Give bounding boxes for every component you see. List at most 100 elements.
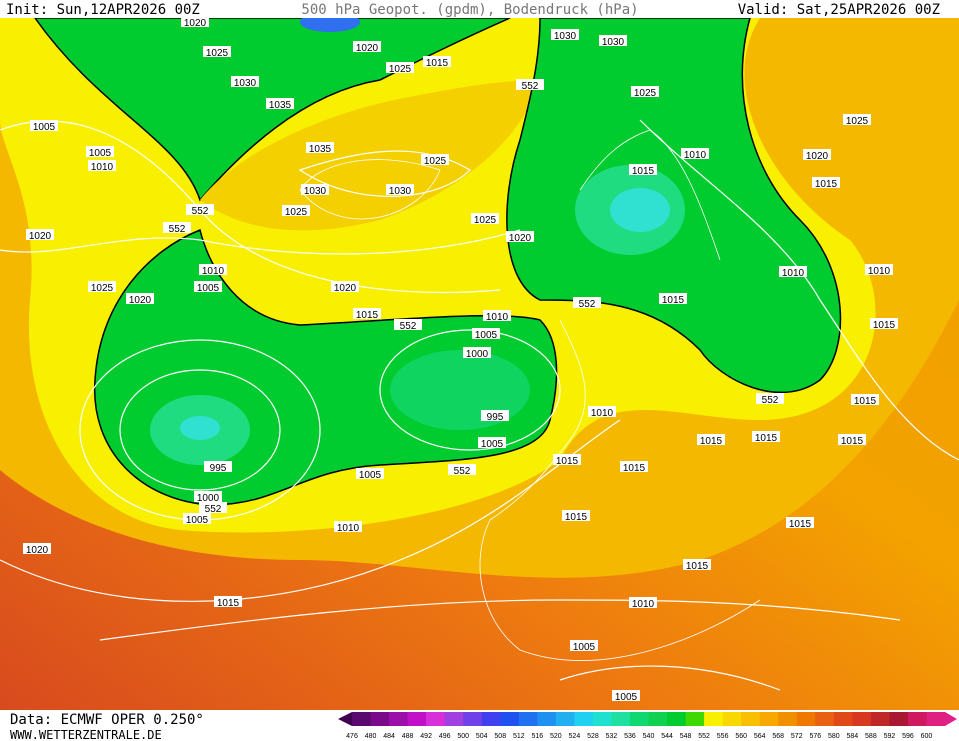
isobar-label: 1015: [870, 318, 898, 331]
isobar-value: 1020: [26, 545, 49, 556]
label-box: [353, 41, 381, 52]
colorbar-cell: [833, 712, 853, 726]
label-box: [126, 293, 154, 304]
isobar-label: 1020: [506, 231, 534, 244]
label-box: [573, 297, 601, 308]
isobar-label: 1005: [472, 328, 500, 341]
isobar-label: 1025: [471, 213, 499, 226]
colorbar-label: 580: [828, 733, 840, 740]
label-box: [266, 98, 294, 109]
label-box: [282, 205, 310, 216]
isobar-value: 1005: [615, 692, 638, 703]
label-box: [551, 29, 579, 40]
colorbar-cell: [648, 712, 668, 726]
label-box: [472, 328, 500, 339]
isobar-value: 1015: [632, 166, 655, 177]
isobar-label: 1015: [423, 56, 451, 69]
label-box: [481, 410, 509, 421]
colorbar: 476 480 484 488 492 496 500 504 508 512 516 520 524 5…: [338, 712, 957, 740]
colorbar-arrow-left: [338, 712, 352, 726]
isobar-value: 552: [454, 466, 471, 477]
colorbar-cell: [426, 712, 446, 726]
isobar-label: 1005: [194, 281, 222, 294]
isobar-value: 1035: [269, 100, 292, 111]
isobar-value: 1020: [334, 283, 357, 294]
isobar-value: 1005: [359, 470, 382, 481]
label-box: [181, 16, 209, 27]
label-box: [629, 164, 657, 175]
isobar-label: 1005: [570, 640, 598, 653]
label-box: [471, 213, 499, 224]
isobar-value: 1020: [509, 233, 532, 244]
colorbar-cell: [778, 712, 798, 726]
isobar-value: 1010: [632, 599, 655, 610]
label-box: [26, 229, 54, 240]
isobar-label: 552: [186, 204, 214, 217]
isobar-value: 1005: [481, 439, 504, 450]
isobar-label: 1030: [301, 184, 329, 197]
isobar-label: 995: [204, 461, 232, 474]
colorbar-label: 560: [735, 733, 747, 740]
isobar-value: 1030: [554, 31, 577, 42]
label-box: [194, 281, 222, 292]
isobar-value: 1015: [755, 433, 778, 444]
isobar-value: 1015: [565, 512, 588, 523]
label-box: [186, 204, 214, 215]
colorbar-cell: [815, 712, 835, 726]
label-box: [570, 640, 598, 651]
colorbar-label: 584: [847, 733, 859, 740]
isobar-value: 1000: [466, 349, 489, 360]
isobar-label: 1010: [865, 264, 893, 277]
colorbar-arrow-right: [945, 712, 957, 726]
isobar-value: 1015: [662, 295, 685, 306]
isobar-value: 1020: [129, 295, 152, 306]
isobar-label: 1005: [86, 146, 114, 159]
isobar-label: 1020: [331, 281, 359, 294]
colorbar-cell: [463, 712, 483, 726]
label-box: [423, 56, 451, 67]
label-box: [681, 148, 709, 159]
label-box: [356, 468, 384, 479]
label-box: [697, 434, 725, 445]
colorbar-cell: [926, 712, 946, 726]
label-box: [870, 318, 898, 329]
isobar-value: 1010: [91, 162, 114, 173]
label-box: [194, 491, 222, 502]
colorbar-label: 504: [476, 733, 488, 740]
colorbar-label: 508: [494, 733, 506, 740]
colorbar-label: 556: [717, 733, 729, 740]
isobar-label: 1030: [599, 35, 627, 48]
isobar-value: 1005: [475, 330, 498, 341]
isobar-label: 552: [756, 393, 784, 406]
colorbar-cell: [629, 712, 649, 726]
isobar-value: 1015: [873, 320, 896, 331]
isobar-label: 1025: [631, 86, 659, 99]
isobar-value: 1010: [202, 266, 225, 277]
colorbar-label: 480: [365, 733, 377, 740]
colorbar-label: 496: [439, 733, 451, 740]
label-box: [483, 310, 511, 321]
isobars: [0, 119, 959, 691]
label-box: [683, 559, 711, 570]
label-box: [752, 431, 780, 442]
isobar-value: 1005: [186, 515, 209, 526]
isobar-value: 1010: [684, 150, 707, 161]
label-box: [23, 543, 51, 554]
label-box: [478, 437, 506, 448]
isobar-label: 1020: [26, 229, 54, 242]
isobar-value: 552: [762, 395, 779, 406]
label-box: [562, 510, 590, 521]
label-box: [631, 86, 659, 97]
colorbar-label: 516: [531, 733, 543, 740]
isobar-value: 1030: [602, 37, 625, 48]
isobar-label: 1010: [629, 597, 657, 610]
isobar-value: 1015: [686, 561, 709, 572]
label-box: [851, 394, 879, 405]
isobar-label: 1000: [463, 347, 491, 360]
label-box: [516, 79, 544, 90]
isobar-value: 1015: [556, 456, 579, 467]
colorbar-cell: [389, 712, 409, 726]
isobar-value: 1025: [206, 48, 229, 59]
low-core-inner: [180, 416, 220, 440]
label-box: [629, 597, 657, 608]
